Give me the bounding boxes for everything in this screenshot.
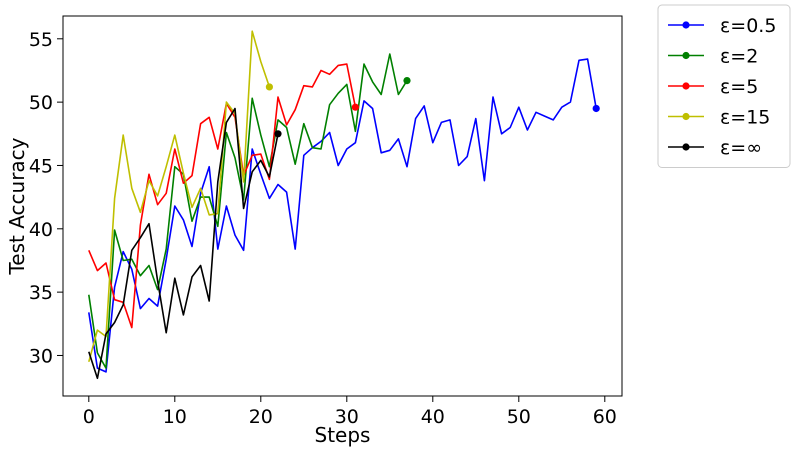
series-end-marker [592, 104, 600, 113]
legend-marker [682, 82, 690, 90]
legend-label: ε=0.5 [720, 15, 776, 37]
y-tick-label: 35 [29, 282, 53, 304]
series-4 [88, 107, 282, 380]
legend-item: ε=∞ [668, 137, 762, 159]
x-axis-label: Steps [315, 423, 371, 447]
series-line [88, 53, 408, 369]
x-axis-ticks: 0 10 20 30 40 50 60 [83, 396, 617, 428]
series-line [88, 63, 357, 329]
series-3 [88, 30, 273, 363]
series-2 [88, 63, 359, 329]
x-tick-label: 10 [163, 406, 187, 428]
legend-item: ε=0.5 [668, 15, 776, 37]
legend-label: ε=∞ [720, 137, 762, 159]
series-end-marker [351, 103, 359, 111]
series-end-marker [274, 130, 282, 138]
series-line [88, 107, 279, 380]
series-layer [88, 30, 600, 380]
series-line [88, 30, 271, 363]
legend-marker [682, 143, 690, 151]
plot-frame [62, 15, 623, 397]
series-line [88, 58, 597, 373]
x-tick-label: 0 [83, 406, 95, 428]
legend-marker [682, 112, 690, 121]
legend-marker [682, 51, 690, 60]
x-tick-label: 50 [507, 406, 531, 428]
legend-item: ε=2 [668, 46, 758, 68]
legend-label: ε=15 [720, 107, 770, 129]
y-tick-label: 50 [29, 92, 53, 114]
x-tick-label: 40 [421, 406, 445, 428]
y-tick-label: 55 [29, 29, 53, 51]
legend-box [657, 4, 791, 168]
series-1 [88, 53, 411, 369]
x-tick-label: 30 [335, 406, 359, 428]
series-end-marker [403, 77, 411, 85]
x-tick-label: 20 [249, 406, 273, 428]
legend-item: ε=15 [668, 107, 770, 129]
y-axis-ticks: 30 35 40 45 50 55 [29, 29, 63, 367]
legend: ε=0.5 ε=2 ε=5 ε=15 ε=∞ [657, 4, 791, 168]
legend-item: ε=5 [668, 76, 758, 98]
series-end-marker [265, 83, 273, 91]
legend-marker [682, 21, 690, 29]
legend-label: ε=2 [720, 46, 758, 68]
y-tick-label: 45 [29, 155, 53, 177]
y-axis-label: Test Accuracy [5, 137, 29, 275]
series-0 [88, 58, 600, 373]
x-tick-label: 60 [593, 406, 617, 428]
legend-label: ε=5 [720, 76, 758, 98]
y-tick-label: 30 [29, 345, 53, 367]
y-tick-label: 40 [29, 219, 53, 241]
